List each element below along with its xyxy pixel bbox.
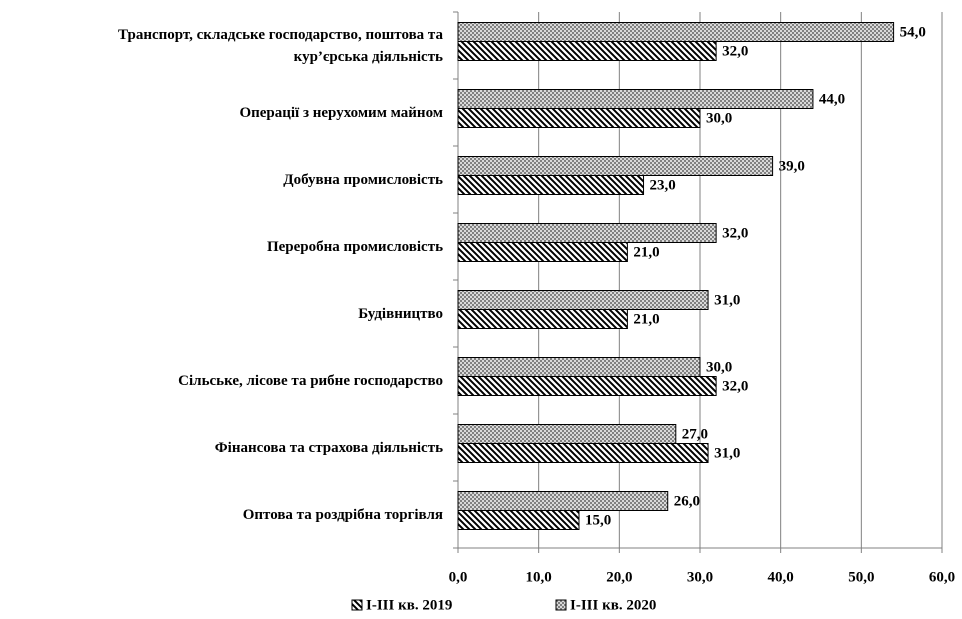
value-label: 30,0 (706, 359, 732, 375)
bar (457, 175, 645, 195)
x-tick-label: 10,0 (526, 569, 552, 585)
bar (457, 357, 701, 377)
value-label: 32,0 (722, 43, 748, 59)
category-label: Сільське, лісове та рибне господарство (178, 372, 443, 389)
bar (457, 22, 895, 42)
value-label: 27,0 (682, 426, 708, 442)
bar (457, 89, 814, 109)
bar (457, 376, 717, 396)
bar (457, 223, 717, 243)
category-label: Транспорт, складське господарство, пошто… (118, 26, 443, 65)
legend-label: І-ІІІ кв. 2019 (366, 597, 452, 613)
bar (457, 290, 709, 310)
value-label: 54,0 (900, 24, 926, 40)
value-label: 32,0 (722, 378, 748, 394)
x-tick-label: 40,0 (768, 569, 794, 585)
category-label: Фінансова та страхова діяльність (214, 439, 443, 456)
bar (457, 41, 717, 61)
bar (457, 242, 628, 262)
value-label: 31,0 (714, 445, 740, 461)
bar (457, 108, 701, 128)
category-label: Будівництво (358, 305, 443, 322)
bar (457, 424, 677, 444)
legend-swatch (555, 599, 567, 611)
bar (457, 510, 580, 530)
x-tick-label: 20,0 (606, 569, 632, 585)
category-label: Оптова та роздрібна торгівля (242, 506, 443, 523)
value-label: 44,0 (819, 91, 845, 107)
bar (457, 491, 669, 511)
bar (457, 156, 774, 176)
value-label: 31,0 (714, 292, 740, 308)
x-tick-label: 50,0 (848, 569, 874, 585)
x-tick-label: 30,0 (687, 569, 713, 585)
x-tick-label: 60,0 (929, 569, 955, 585)
x-tick-label: 0,0 (449, 569, 468, 585)
bar (457, 309, 628, 329)
category-label: Добувна промисловість (283, 171, 443, 188)
bar (457, 443, 709, 463)
value-label: 23,0 (650, 177, 676, 193)
legend-label: І-ІІІ кв. 2020 (570, 597, 656, 613)
value-label: 26,0 (674, 493, 700, 509)
category-label: Операції з нерухомим майном (239, 104, 443, 121)
value-label: 32,0 (722, 225, 748, 241)
value-label: 15,0 (585, 512, 611, 528)
value-label: 39,0 (779, 158, 805, 174)
legend-swatch (351, 599, 363, 611)
value-label: 21,0 (633, 311, 659, 327)
category-label: Переробна промисловість (266, 238, 443, 255)
value-label: 30,0 (706, 110, 732, 126)
value-label: 21,0 (633, 244, 659, 260)
